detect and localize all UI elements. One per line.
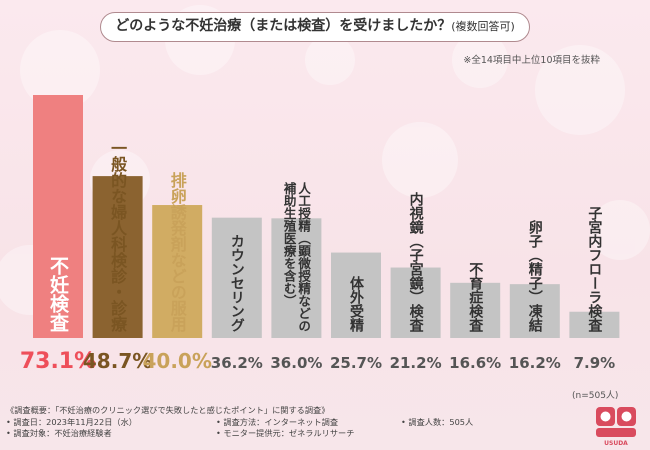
bar-label-5-line-1: 人工授精（顕微授精などの <box>296 181 311 332</box>
bar-label-3-line-1: 排卵誘発剤などの服用 <box>168 171 188 333</box>
bar-8 <box>450 282 501 338</box>
bar-6 <box>331 252 381 338</box>
value-label-1: 73.1% <box>20 349 96 374</box>
bar-label-7-line-1: 内視鏡（子宮鏡）検査 <box>408 191 425 333</box>
bar-label-9-line-1: 卵子（精子）凍結 <box>527 219 544 333</box>
value-label-3: 40.0% <box>143 349 212 373</box>
value-label-10: 7.9% <box>574 354 616 372</box>
value-label-7: 21.2% <box>390 354 442 372</box>
bar-label-4: カウンセリング <box>229 234 245 332</box>
value-label-4: 36.2% <box>211 354 263 372</box>
bar-2 <box>92 176 143 338</box>
value-label-9: 16.2% <box>509 354 561 372</box>
survey-date: • 調査日：2023年11月22日（水） <box>6 416 137 427</box>
bar-1 <box>33 95 83 338</box>
chart-title-box: どのような不妊治療（または検査）を受けましたか？(複数回答可) <box>100 12 530 42</box>
bar-3 <box>152 205 203 338</box>
logo-text: USUDA <box>604 440 628 447</box>
bar-label-3: 排卵誘発剤などの服用 <box>168 171 188 333</box>
bar-label-6: 体外受精 <box>348 275 364 333</box>
bar-label-8: 不育症検査 <box>467 262 483 333</box>
survey-provider: • モニター提供元：ゼネラルリサーチ <box>216 428 355 438</box>
value-label-2: 48.7% <box>83 349 152 373</box>
chart-title: どのような不妊治療（または検査）を受けましたか？ <box>115 18 452 34</box>
bar-label-10: 子宮内フローラ検査 <box>586 206 602 333</box>
bar-label-6-line-1: 体外受精 <box>348 275 364 333</box>
value-label-8: 16.6% <box>449 354 501 372</box>
chart-title-suffix: (複数回答可) <box>451 20 515 33</box>
bar-label-1-line-1: 不妊検査 <box>47 256 70 332</box>
bar-label-2-line-1: 一般的な婦人科検診・診療 <box>108 140 128 333</box>
sample-size-label: (n=505人) <box>572 391 619 401</box>
survey-footer: 《調査概要：「不妊治療のクリニック選びで失敗したと感じたポイント」に関する調査》… <box>6 405 606 440</box>
usuda-logo: USUDA <box>596 407 636 447</box>
bar-5 <box>271 218 322 338</box>
survey-overview: 《調査概要：「不妊治療のクリニック選びで失敗したと感じたポイント」に関する調査》 <box>6 405 330 415</box>
value-label-5: 36.0% <box>270 354 322 372</box>
survey-method: • 調査方法：インターネット調査 <box>216 416 339 427</box>
bar-chart: 不妊検査 73.1% 一般的な婦人科検診・診療 48.7% 排卵誘発剤などの服用 40.0… <box>20 95 620 374</box>
value-label-6: 25.7% <box>330 354 382 372</box>
bar-label-7: 内視鏡（子宮鏡）検査 <box>408 191 425 333</box>
bar-label-8-line-1: 不育症検査 <box>467 262 483 333</box>
bar-label-1: 不妊検査 <box>47 256 70 332</box>
bar-label-2: 一般的な婦人科検診・診療 <box>108 140 128 333</box>
bar-10 <box>569 311 620 338</box>
survey-target: • 調査対象：不妊治療経験者 <box>6 428 112 438</box>
subset-note: ※全14項目中上位10項目を抜粋 <box>463 55 600 66</box>
bar-7 <box>390 267 441 338</box>
bar-4 <box>211 217 262 338</box>
bar-label-9: 卵子（精子）凍結 <box>527 219 544 333</box>
bar-label-10-line-1: 子宮内フローラ検査 <box>586 206 602 333</box>
bar-label-5-line-2: 補助生殖医療を含む） <box>282 181 297 307</box>
survey-count: • 調査人数：505人 <box>401 416 474 427</box>
bar-label-4-line-1: カウンセリング <box>229 234 245 332</box>
bar-9 <box>509 284 560 338</box>
